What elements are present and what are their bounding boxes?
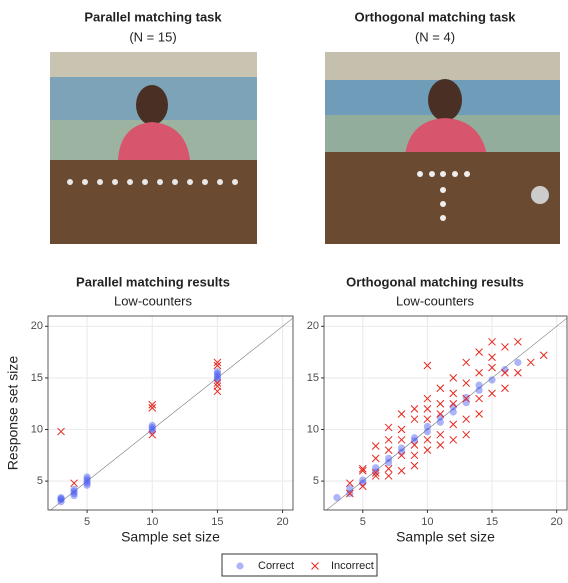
photo-title: Orthogonal matching task <box>354 9 516 24</box>
y-tick-label: 20 <box>31 320 43 332</box>
y-tick-label: 15 <box>31 372 43 384</box>
x-tick-label: 10 <box>146 516 158 528</box>
chart-subtitle: Low-counters <box>114 293 193 308</box>
photo-subtitle: (N = 15) <box>129 29 176 44</box>
x-tick-label: 15 <box>211 516 223 528</box>
chart-subtitle: Low-counters <box>396 293 475 308</box>
x-tick-label: 15 <box>486 516 498 528</box>
point <box>149 422 156 429</box>
x-tick-label: 5 <box>84 516 90 528</box>
point <box>359 476 366 483</box>
x-tick-label: 20 <box>551 516 563 528</box>
legend-label: Incorrect <box>331 560 374 572</box>
y-tick-label: 15 <box>307 372 319 384</box>
y-tick-label: 5 <box>37 475 43 487</box>
point <box>424 423 431 430</box>
point <box>411 434 418 441</box>
photo <box>325 52 560 244</box>
point <box>476 382 483 389</box>
y-tick-label: 10 <box>31 423 43 435</box>
x-tick-label: 5 <box>360 516 366 528</box>
point <box>333 494 340 501</box>
figure: Parallel matching task (N = 15) Orthogon… <box>0 0 568 578</box>
chart-title: Orthogonal matching results <box>346 274 524 289</box>
point <box>214 368 221 375</box>
x-tick-label: 10 <box>421 516 433 528</box>
y-tick-label: 5 <box>313 475 319 487</box>
point <box>57 494 64 501</box>
legend-marker <box>236 562 243 569</box>
x-axis-label: Sample set size <box>396 529 495 545</box>
point <box>83 473 90 480</box>
photo-subtitle: (N = 4) <box>415 29 455 44</box>
y-axis-label: Response set size <box>5 356 21 471</box>
point <box>398 444 405 451</box>
x-tick-label: 20 <box>276 516 288 528</box>
y-tick-label: 20 <box>307 320 319 332</box>
point <box>70 486 77 493</box>
photo <box>50 52 257 244</box>
legend-label: Correct <box>258 560 294 572</box>
point <box>385 455 392 462</box>
point <box>488 376 495 383</box>
x-axis-label: Sample set size <box>121 529 220 545</box>
y-tick-label: 10 <box>307 423 319 435</box>
photo-title: Parallel matching task <box>84 9 222 24</box>
point <box>463 394 470 401</box>
chart-title: Parallel matching results <box>76 274 230 289</box>
point <box>514 359 521 366</box>
